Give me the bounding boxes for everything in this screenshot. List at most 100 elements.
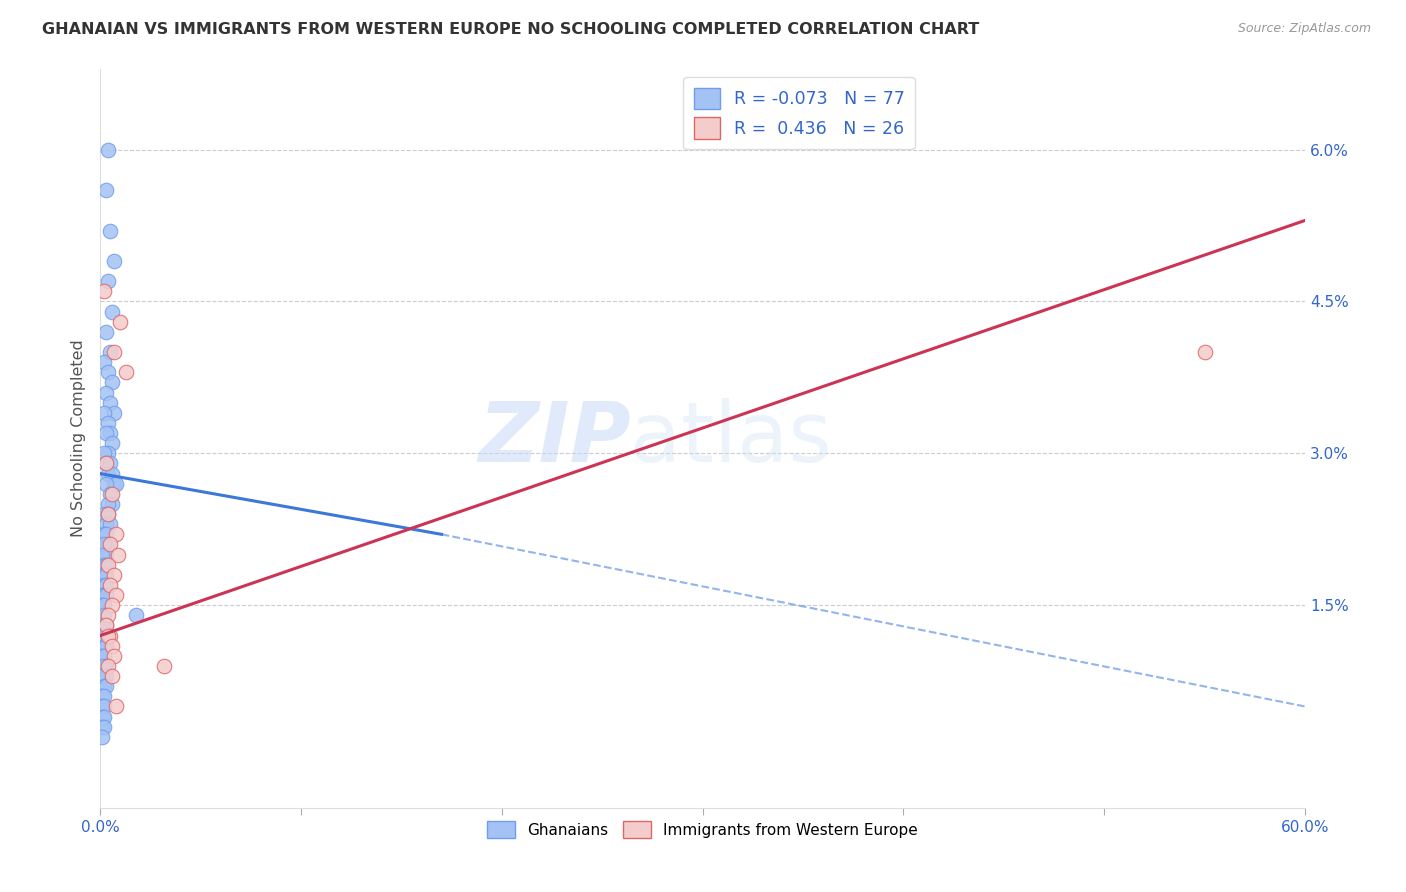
Point xyxy=(97,143,120,157)
Point xyxy=(101,467,124,481)
Point xyxy=(125,608,148,623)
Point xyxy=(96,385,118,400)
Point xyxy=(93,690,115,704)
Point xyxy=(96,659,118,673)
Point xyxy=(98,223,121,237)
Point xyxy=(97,365,120,379)
Point xyxy=(101,669,124,683)
Point xyxy=(1194,345,1216,359)
Point xyxy=(96,476,118,491)
Point xyxy=(97,507,120,521)
Point xyxy=(96,618,118,632)
Point xyxy=(93,679,115,693)
Point xyxy=(98,345,121,359)
Text: Source: ZipAtlas.com: Source: ZipAtlas.com xyxy=(1237,22,1371,36)
Point xyxy=(101,376,124,390)
Point xyxy=(103,254,125,268)
Point xyxy=(103,476,125,491)
Legend: Ghanaians, Immigrants from Western Europe: Ghanaians, Immigrants from Western Europ… xyxy=(481,814,924,845)
Point xyxy=(103,567,125,582)
Point xyxy=(93,699,115,714)
Point xyxy=(93,588,115,602)
Point xyxy=(96,588,118,602)
Point xyxy=(93,558,115,572)
Point xyxy=(101,436,124,450)
Point xyxy=(98,426,121,441)
Point xyxy=(98,487,121,501)
Text: atlas: atlas xyxy=(630,398,832,479)
Point xyxy=(98,395,121,409)
Point xyxy=(97,608,120,623)
Point xyxy=(96,639,118,653)
Point xyxy=(97,467,120,481)
Point xyxy=(93,639,115,653)
Point xyxy=(97,446,120,460)
Point xyxy=(96,558,118,572)
Point xyxy=(91,548,114,562)
Point xyxy=(97,416,120,430)
Point xyxy=(93,629,115,643)
Point xyxy=(91,699,114,714)
Point xyxy=(91,690,114,704)
Point xyxy=(97,659,120,673)
Point xyxy=(93,406,115,420)
Point xyxy=(105,699,128,714)
Point xyxy=(93,709,115,723)
Point xyxy=(96,527,118,541)
Point xyxy=(93,659,115,673)
Point xyxy=(96,517,118,532)
Point xyxy=(91,709,114,723)
Point xyxy=(93,527,115,541)
Point xyxy=(93,355,115,369)
Point xyxy=(97,629,120,643)
Point xyxy=(96,618,118,632)
Point xyxy=(93,567,115,582)
Point xyxy=(97,537,120,551)
Text: GHANAIAN VS IMMIGRANTS FROM WESTERN EUROPE NO SCHOOLING COMPLETED CORRELATION CH: GHANAIAN VS IMMIGRANTS FROM WESTERN EURO… xyxy=(42,22,980,37)
Point xyxy=(96,578,118,592)
Point xyxy=(97,274,120,288)
Point xyxy=(105,476,128,491)
Point xyxy=(96,426,118,441)
Point xyxy=(96,669,118,683)
Point xyxy=(91,588,114,602)
Point xyxy=(97,558,120,572)
Point xyxy=(105,588,128,602)
Point xyxy=(98,629,121,643)
Point xyxy=(91,669,114,683)
Point xyxy=(108,315,131,329)
Text: ZIP: ZIP xyxy=(478,398,630,479)
Point xyxy=(93,507,115,521)
Point xyxy=(97,497,120,511)
Point xyxy=(103,648,125,663)
Point xyxy=(101,598,124,612)
Point xyxy=(101,487,124,501)
Point xyxy=(103,406,125,420)
Point xyxy=(107,548,129,562)
Point xyxy=(93,537,115,551)
Point xyxy=(98,517,121,532)
Point xyxy=(101,304,124,318)
Point xyxy=(115,365,138,379)
Point xyxy=(93,578,115,592)
Point xyxy=(96,679,118,693)
Point xyxy=(98,537,121,551)
Point xyxy=(97,629,120,643)
Point xyxy=(96,183,118,197)
Point xyxy=(153,659,176,673)
Point xyxy=(96,325,118,339)
Point xyxy=(101,639,124,653)
Point xyxy=(96,457,118,471)
Point xyxy=(96,567,118,582)
Point xyxy=(93,598,115,612)
Point xyxy=(101,497,124,511)
Point xyxy=(96,548,118,562)
Point xyxy=(96,457,118,471)
Point xyxy=(98,457,121,471)
Point xyxy=(91,598,114,612)
Point xyxy=(93,285,115,299)
Point xyxy=(91,720,114,734)
Point xyxy=(93,446,115,460)
Point xyxy=(103,345,125,359)
Point xyxy=(91,730,114,744)
